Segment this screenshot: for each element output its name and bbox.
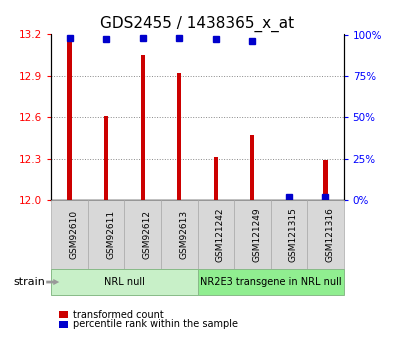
Bar [68,36,72,200]
Text: NR2E3 transgene in NRL null: NR2E3 transgene in NRL null [200,277,341,287]
Text: GSM92611: GSM92611 [106,210,115,259]
Text: GSM121249: GSM121249 [252,207,261,262]
Text: GSM121316: GSM121316 [325,207,335,262]
Bar [287,197,291,200]
Text: GSM92610: GSM92610 [70,210,79,259]
Text: GSM92612: GSM92612 [143,210,152,259]
Text: percentile rank within the sample: percentile rank within the sample [73,319,238,329]
Title: GDS2455 / 1438365_x_at: GDS2455 / 1438365_x_at [100,16,295,32]
Text: transformed count: transformed count [73,310,164,319]
Bar [250,135,254,200]
Text: GSM92613: GSM92613 [179,210,188,259]
Bar [177,73,181,200]
Bar [141,55,145,200]
Bar [214,157,218,200]
Text: NRL null: NRL null [104,277,145,287]
Text: GSM121242: GSM121242 [216,207,225,262]
Bar [104,116,108,200]
Text: strain: strain [13,277,45,287]
Bar [323,160,327,200]
Text: GSM121315: GSM121315 [289,207,298,262]
